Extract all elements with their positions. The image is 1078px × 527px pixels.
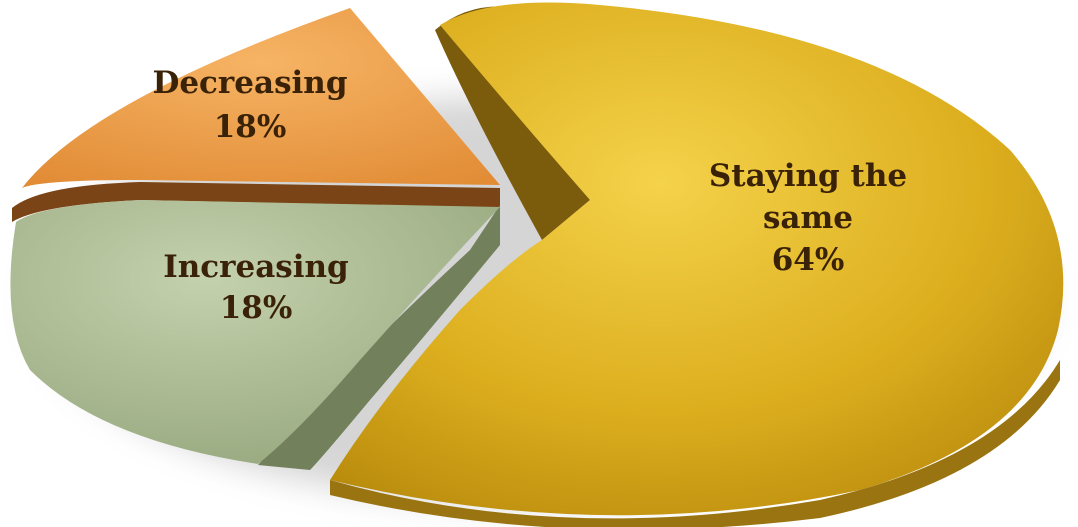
label-decreasing: Decreasing 18%	[152, 65, 347, 145]
label-increasing-value: 18%	[220, 290, 293, 326]
slice-staying-same-rim	[330, 360, 1060, 527]
label-staying-same: Staying the same 64%	[709, 158, 907, 278]
slice-decreasing	[22, 8, 500, 188]
label-increasing: Increasing 18%	[163, 249, 349, 326]
label-staying-same-line1: Staying the	[709, 158, 907, 194]
label-increasing-name: Increasing	[163, 249, 349, 285]
label-staying-same-value: 64%	[772, 242, 845, 278]
label-decreasing-value: 18%	[214, 109, 287, 145]
slice-staying-same	[330, 2, 1064, 516]
label-decreasing-name: Decreasing	[152, 65, 347, 101]
slice-increasing	[10, 200, 500, 464]
slice-decreasing-side	[12, 182, 500, 222]
label-staying-same-line2: same	[763, 200, 853, 236]
